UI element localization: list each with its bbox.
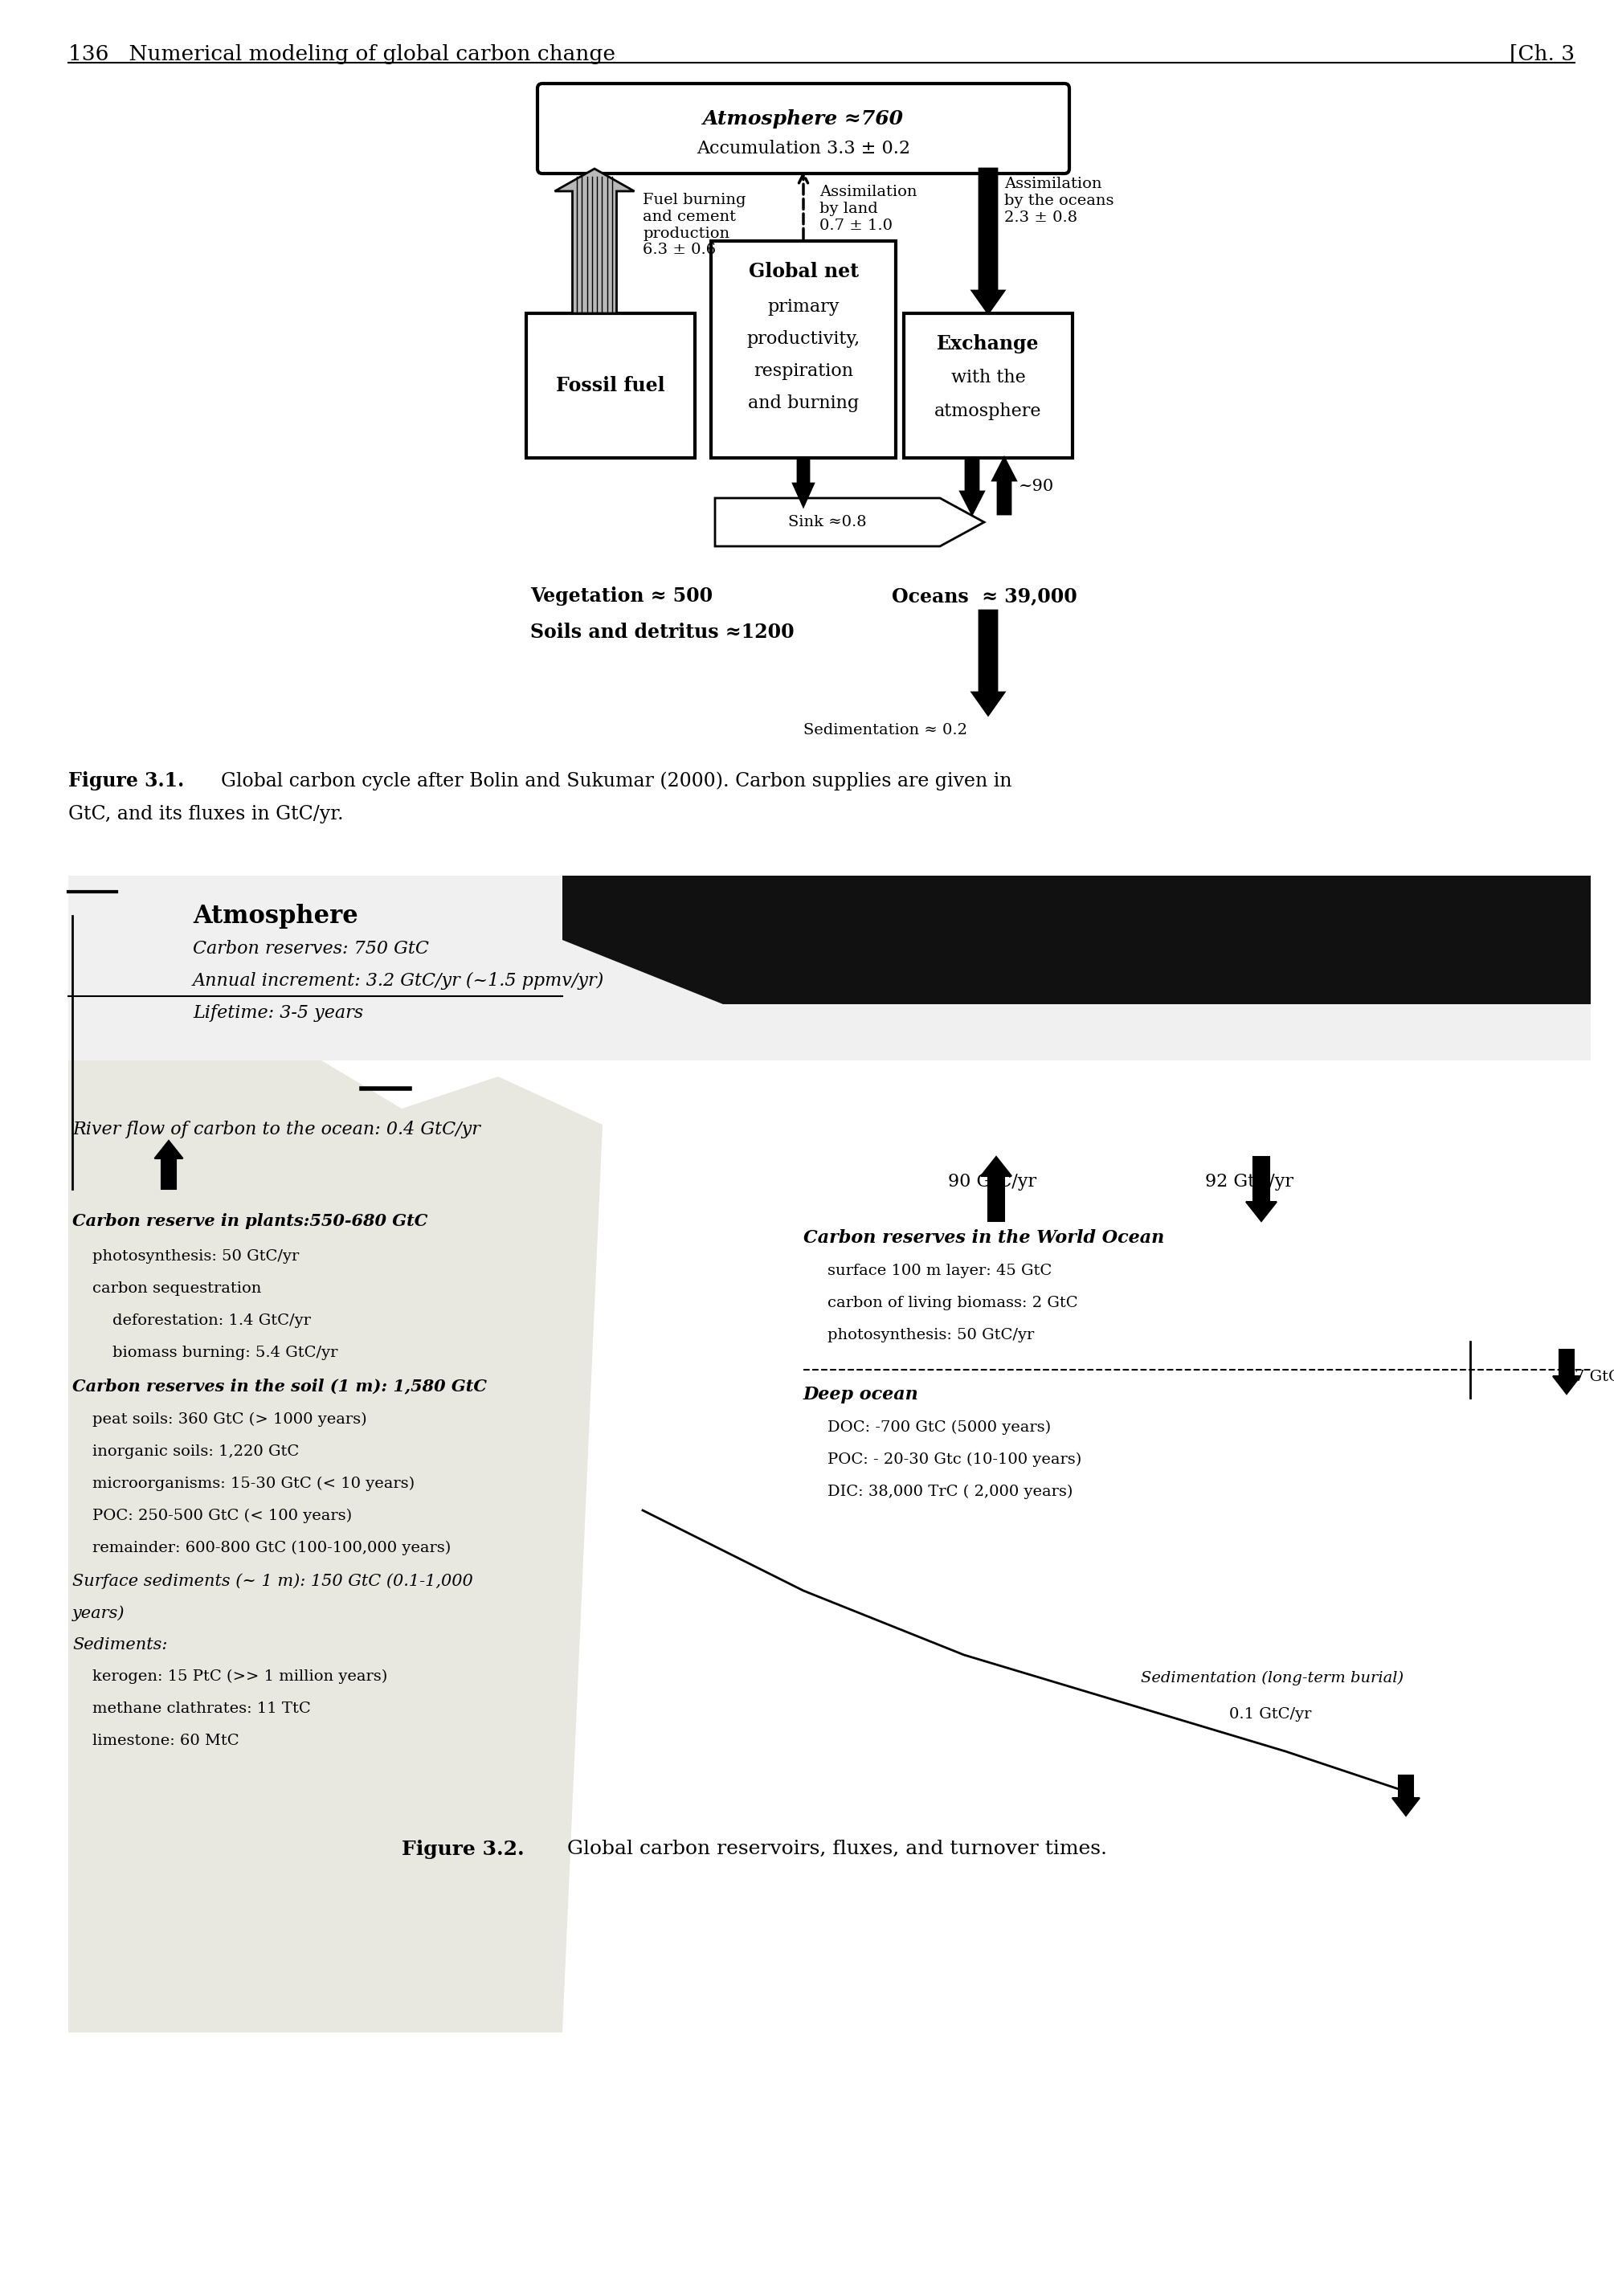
FancyBboxPatch shape [904,312,1073,457]
Text: Carbon reserves: 750 GtC: Carbon reserves: 750 GtC [192,939,429,957]
Text: surface 100 m layer: 45 GtC: surface 100 m layer: 45 GtC [828,1263,1052,1279]
Text: Carbon reserve in plants:550-680 GtC: Carbon reserve in plants:550-680 GtC [73,1212,428,1228]
Text: DOC: -700 GtC (5000 years): DOC: -700 GtC (5000 years) [828,1421,1051,1435]
Text: biomass burning: 5.4 GtC/yr: biomass burning: 5.4 GtC/yr [73,1345,337,1359]
Text: Sink ≈0.8: Sink ≈0.8 [788,514,867,530]
Text: atmosphere: atmosphere [935,402,1041,420]
FancyArrow shape [1246,1157,1277,1221]
Text: River flow of carbon to the ocean: 0.4 GtC/yr: River flow of carbon to the ocean: 0.4 G… [73,1120,481,1139]
Bar [68,875,1591,1061]
Text: Fossil fuel: Fossil fuel [557,377,665,395]
FancyArrow shape [960,457,983,514]
Text: POC: 250-500 GtC (< 100 years): POC: 250-500 GtC (< 100 years) [73,1508,352,1522]
Text: remainder: 600-800 GtC (100-100,000 years): remainder: 600-800 GtC (100-100,000 year… [73,1541,450,1554]
Text: Assimilation
by the oceans
2.3 ± 0.8: Assimilation by the oceans 2.3 ± 0.8 [1004,177,1114,225]
Polygon shape [68,1061,602,2032]
Text: Sedimentation ≈ 0.2: Sedimentation ≈ 0.2 [804,723,967,737]
Text: carbon of living biomass: 2 GtC: carbon of living biomass: 2 GtC [828,1295,1078,1311]
Text: [Ch. 3: [Ch. 3 [1509,44,1575,64]
Text: Atmosphere ≈760: Atmosphere ≈760 [704,110,904,129]
Text: Annual increment: 3.2 GtC/yr (~1.5 ppmv/yr): Annual increment: 3.2 GtC/yr (~1.5 ppmv/… [192,971,604,990]
Polygon shape [562,875,1591,1003]
Text: Atmosphere: Atmosphere [192,905,358,928]
FancyArrow shape [972,168,1004,312]
FancyBboxPatch shape [537,83,1070,174]
FancyArrow shape [792,457,813,505]
Text: 0.1 GtC/yr: 0.1 GtC/yr [1230,1708,1312,1722]
Text: 92 GtC/yr: 92 GtC/yr [1206,1173,1293,1192]
Text: and burning: and burning [747,395,859,411]
Text: ~90: ~90 [1018,478,1054,494]
Text: Global net: Global net [749,262,859,280]
Text: Carbon reserves in the soil (1 m): 1,580 GtC: Carbon reserves in the soil (1 m): 1,580… [73,1378,487,1394]
Text: Accumulation 3.3 ± 0.2: Accumulation 3.3 ± 0.2 [697,140,910,158]
FancyArrow shape [1393,1775,1420,1816]
Text: Vegetation ≈ 500: Vegetation ≈ 500 [531,585,713,606]
Polygon shape [715,498,985,546]
FancyArrow shape [981,1157,1012,1221]
FancyBboxPatch shape [526,312,696,457]
Text: microorganisms: 15-30 GtC (< 10 years): microorganisms: 15-30 GtC (< 10 years) [73,1476,415,1490]
Text: with the: with the [951,370,1025,386]
Text: Figure 3.2.: Figure 3.2. [402,1839,525,1860]
Text: inorganic soils: 1,220 GtC: inorganic soils: 1,220 GtC [73,1444,299,1458]
Text: kerogen: 15 PtC (>> 1 million years): kerogen: 15 PtC (>> 1 million years) [73,1669,387,1683]
Text: Global carbon cycle after Bolin and Sukumar (2000). Carbon supplies are given in: Global carbon cycle after Bolin and Suku… [208,771,1012,790]
Text: DIC: 38,000 TrC ( 2,000 years): DIC: 38,000 TrC ( 2,000 years) [828,1486,1073,1499]
Text: Lifetime: 3-5 years: Lifetime: 3-5 years [192,1003,363,1022]
Text: Assimilation
by land
0.7 ± 1.0: Assimilation by land 0.7 ± 1.0 [820,184,917,232]
Text: Exchange: Exchange [938,335,1039,354]
Text: carbon sequestration: carbon sequestration [73,1281,261,1295]
FancyArrow shape [993,457,1015,514]
Text: productivity,: productivity, [747,331,860,349]
Text: respiration: respiration [754,363,854,381]
Text: Surface sediments (~ 1 m): 150 GtC (0.1-1,000: Surface sediments (~ 1 m): 150 GtC (0.1-… [73,1573,473,1589]
Text: methane clathrates: 11 TtC: methane clathrates: 11 TtC [73,1701,312,1715]
Text: photosynthesis: 50 GtC/yr: photosynthesis: 50 GtC/yr [828,1327,1035,1343]
Text: Oceans  ≈ 39,000: Oceans ≈ 39,000 [893,585,1077,606]
Text: POC: - 20-30 Gtc (10-100 years): POC: - 20-30 Gtc (10-100 years) [828,1453,1081,1467]
Text: GtC, and its fluxes in GtC/yr.: GtC, and its fluxes in GtC/yr. [68,806,344,824]
FancyArrow shape [1553,1350,1580,1394]
Text: Sedimentation (long-term burial): Sedimentation (long-term burial) [1141,1671,1404,1685]
FancyArrow shape [155,1141,182,1189]
Text: Global carbon reservoirs, fluxes, and turnover times.: Global carbon reservoirs, fluxes, and tu… [554,1839,1107,1857]
Text: years): years) [73,1605,124,1621]
Text: 136   Numerical modeling of global carbon change: 136 Numerical modeling of global carbon … [68,44,615,64]
Text: Soils and detritus ≈1200: Soils and detritus ≈1200 [531,622,794,643]
Text: primary: primary [767,298,839,317]
Text: 90 GtC/yr: 90 GtC/yr [947,1173,1036,1192]
FancyArrow shape [555,168,634,312]
Text: limestone: 60 MtC: limestone: 60 MtC [73,1733,239,1747]
Text: 7 GtC/yr: 7 GtC/yr [1575,1371,1614,1384]
Text: deforestation: 1.4 GtC/yr: deforestation: 1.4 GtC/yr [73,1313,312,1327]
Text: Fuel burning
and cement
production
6.3 ± 0.6: Fuel burning and cement production 6.3 ±… [642,193,746,257]
FancyBboxPatch shape [712,241,896,457]
Text: Figure 3.1.: Figure 3.1. [68,771,184,790]
FancyArrow shape [972,611,1004,714]
Text: Deep ocean: Deep ocean [804,1387,918,1403]
Text: Carbon reserves in the World Ocean: Carbon reserves in the World Ocean [804,1228,1164,1247]
Text: Sediments:: Sediments: [73,1637,168,1653]
Text: photosynthesis: 50 GtC/yr: photosynthesis: 50 GtC/yr [73,1249,299,1263]
Text: peat soils: 360 GtC (> 1000 years): peat soils: 360 GtC (> 1000 years) [73,1412,366,1428]
